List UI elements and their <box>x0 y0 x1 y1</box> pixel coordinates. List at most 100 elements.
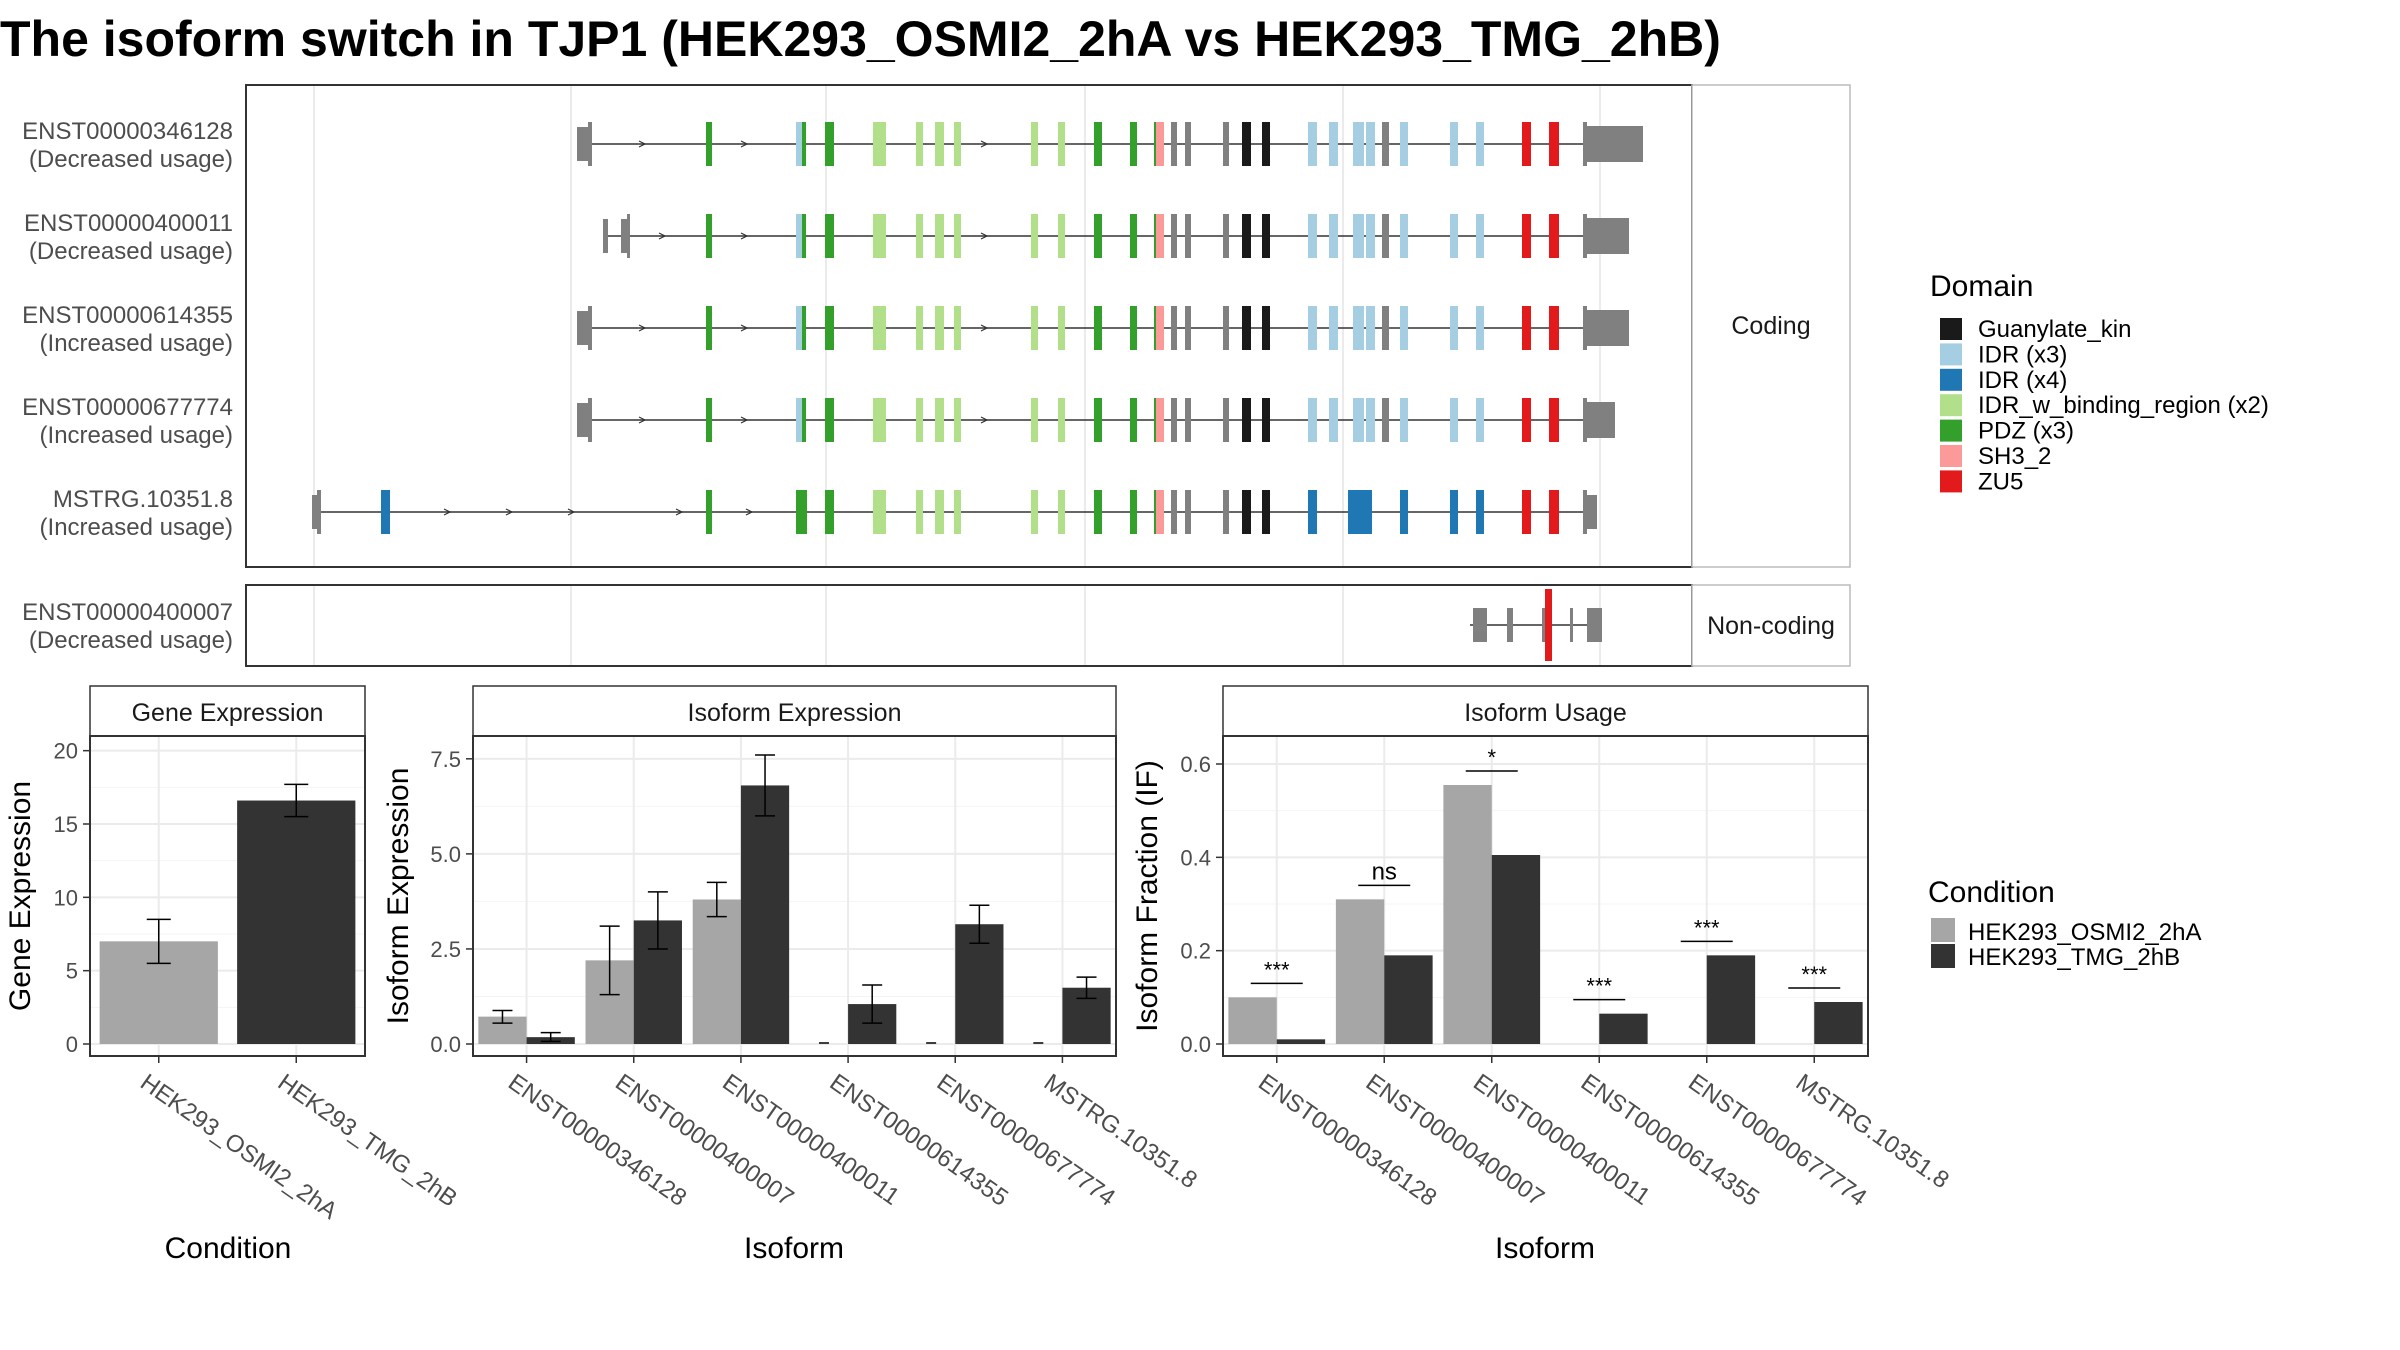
utr-exon <box>1587 495 1597 529</box>
domain-exon <box>1353 398 1364 442</box>
domain-exon <box>1094 490 1102 534</box>
domain-exon <box>1476 490 1484 534</box>
bar <box>692 899 741 1044</box>
domain-exon <box>873 306 886 350</box>
domain-exon <box>1058 122 1065 166</box>
domain-exon <box>706 398 712 442</box>
domain-legend-label: IDR (x4) <box>1978 367 2067 394</box>
coding-panel-frame <box>245 84 1693 568</box>
x-tick-label: ENST00000346128 <box>503 1069 691 1212</box>
utr-exon <box>1171 306 1177 350</box>
condition-legend-title: Condition <box>1928 876 2055 909</box>
condition-label-b: HEK293_TMG_2hB <box>1968 944 2180 971</box>
transcript-model-3 <box>577 398 1615 442</box>
strand-arrow <box>980 232 989 240</box>
plot-background <box>473 736 1116 1056</box>
strand-arrow <box>638 140 647 148</box>
utr-exon <box>1587 126 1643 162</box>
domain-exon <box>873 122 886 166</box>
bar <box>1384 955 1433 1044</box>
domain-exon <box>1308 490 1317 534</box>
utr-exon <box>1583 122 1587 166</box>
transcript-id-label: ENST00000346128 <box>22 118 233 145</box>
domain-exon <box>1476 122 1484 166</box>
utr-exon <box>621 219 628 253</box>
domain-exon <box>1329 398 1338 442</box>
strand-arrow <box>443 508 452 516</box>
utr-exon <box>577 311 591 345</box>
domain-exon <box>796 122 805 166</box>
bar <box>1228 997 1277 1044</box>
utr-exon <box>1223 398 1229 442</box>
domain-exon <box>1130 122 1137 166</box>
domain-legend-key <box>1940 394 1962 417</box>
domain-legend-label: IDR (x3) <box>1978 341 2067 368</box>
utr-exon <box>588 122 592 166</box>
transcript-labels: ENST00000346128(Decreased usage)ENST0000… <box>22 118 233 654</box>
domain-exon <box>1522 490 1531 534</box>
y-axis-title: Gene Expression <box>4 781 37 1011</box>
domain-exon <box>1450 214 1458 258</box>
significance-label: *** <box>1694 915 1720 940</box>
utr-exon <box>312 495 321 529</box>
domain-exon <box>1308 398 1317 442</box>
transcript-model-1 <box>603 214 1629 258</box>
noncoding-strip <box>1691 584 1851 667</box>
domain-exon <box>1476 306 1484 350</box>
domain-exon <box>1549 306 1559 350</box>
utr-exon <box>1570 608 1573 642</box>
domain-exon <box>1156 306 1164 350</box>
utr-exon <box>577 127 591 161</box>
panel-title: Isoform Expression <box>688 699 902 727</box>
transcript-model-0 <box>577 122 1643 166</box>
strand-arrow <box>980 140 989 148</box>
domain-exon <box>873 214 886 258</box>
domain-exon <box>1094 122 1102 166</box>
isoform-expression-chart: Isoform Expression 0.0 2.5 5.0 7.5 ENST000003… <box>382 685 1202 1265</box>
strand-arrow <box>567 508 576 516</box>
x-axis-title: Isoform <box>744 1232 844 1265</box>
noncoding-panel-frame <box>245 584 1693 667</box>
domain-legend-key <box>1940 318 1962 340</box>
domain-exon <box>1476 214 1484 258</box>
domain-legend-label: IDR_w_binding_region (x2) <box>1978 392 2269 419</box>
domain-exon <box>1262 306 1270 350</box>
domain-exon-IDR <box>381 490 390 534</box>
bar <box>1599 1013 1648 1044</box>
noncoding-strip-label: Non-coding <box>1707 612 1835 640</box>
domain-exon <box>1058 214 1065 258</box>
domain-exon <box>1262 122 1270 166</box>
domain-exon <box>825 122 834 166</box>
strand-arrow <box>740 416 749 424</box>
y-tick-label: 15 <box>54 812 78 837</box>
domain-exon <box>706 306 712 350</box>
x-tick-label: ENST00000346128 <box>1253 1069 1441 1212</box>
significance-label: ns <box>1372 858 1397 885</box>
figure-title: The isoform switch in TJP1 (HEK293_OSMI2… <box>0 11 1721 67</box>
panel-strip <box>472 685 1117 737</box>
domain-exon <box>1549 398 1559 442</box>
domain-exon <box>954 214 961 258</box>
domain-exon <box>1450 122 1458 166</box>
domain-exon <box>825 398 834 442</box>
domain-exon-ZU5 <box>1545 589 1552 661</box>
bar <box>1276 1039 1326 1044</box>
utr-exon <box>1185 122 1191 166</box>
strand-arrow <box>980 324 989 332</box>
transcript-id-label: MSTRG.10351.8 <box>53 486 233 513</box>
utr-exon <box>1185 490 1191 534</box>
structure-noncoding-panel: Non-coding <box>245 584 1851 667</box>
domain-exon <box>916 490 923 534</box>
noncoding-panel-grid <box>313 586 1601 665</box>
domain-legend-label: PDZ (x3) <box>1978 418 2074 445</box>
transcript-id-label: ENST00000614355 <box>22 302 233 329</box>
panel-strip <box>89 685 366 737</box>
bar <box>740 785 790 1044</box>
domain-exon <box>796 398 805 442</box>
transcript-id-label: ENST00000677774 <box>22 394 233 421</box>
domain-exon <box>1308 122 1317 166</box>
domain-exon <box>1156 490 1164 534</box>
bar <box>237 800 356 1044</box>
